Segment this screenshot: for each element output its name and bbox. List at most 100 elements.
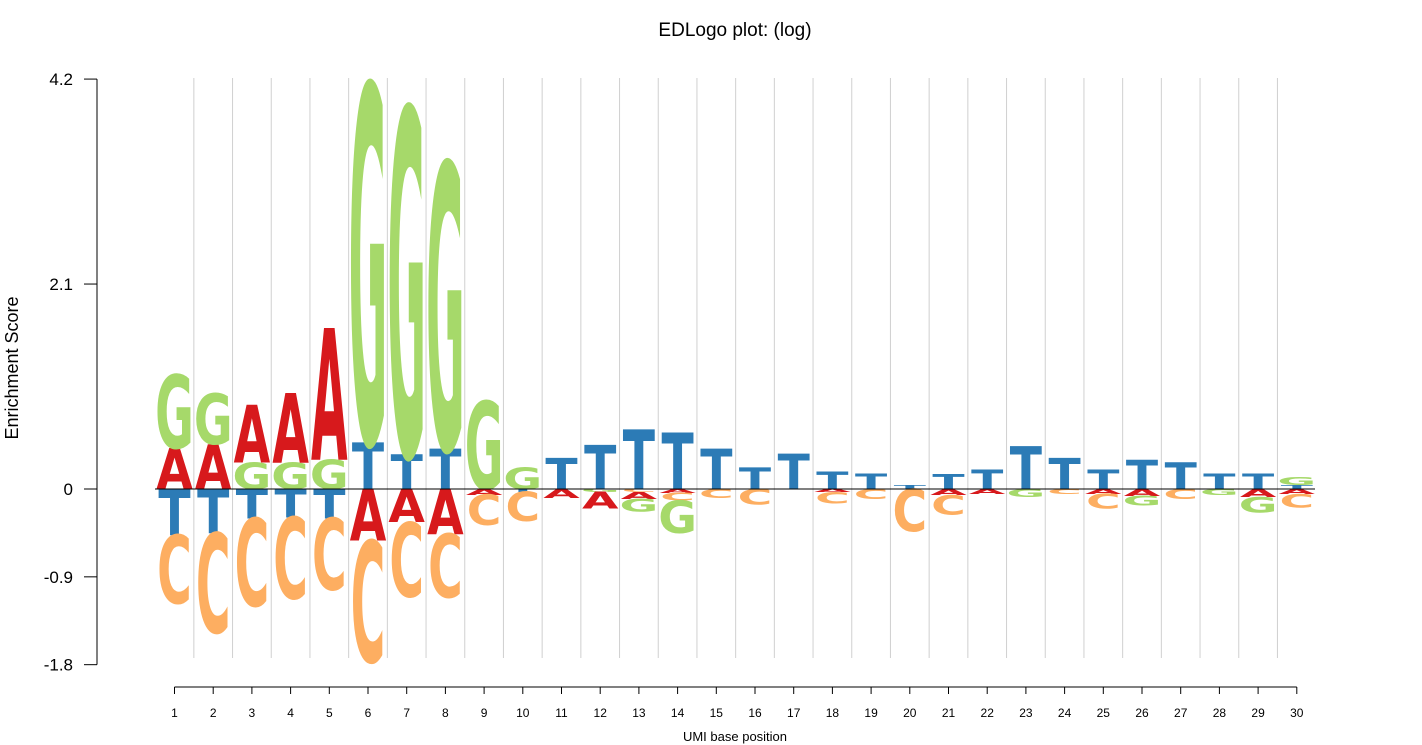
grid-lines [193, 78, 1278, 658]
logo-letter-g: G [1007, 487, 1046, 500]
x-tick-label: 25 [1097, 706, 1111, 720]
logo-letter-c: C [389, 501, 424, 620]
logo-letter-g: G [194, 381, 233, 462]
logo-letter-g: G [387, 14, 426, 567]
logo-letter-g: G [465, 377, 504, 518]
logo-letter-c: C [351, 508, 386, 701]
logo-letter-c: C [1047, 488, 1082, 496]
logo-letter-c: C [467, 488, 502, 536]
logo-letter-t: T [429, 439, 461, 503]
x-tick-label: 1 [171, 706, 178, 720]
logo-letter-t: T [661, 418, 693, 509]
logo-letter-c: C [196, 507, 231, 666]
logo-letter-a: A [234, 391, 271, 482]
logo-letter-g: G [426, 85, 465, 541]
x-tick-label: 7 [403, 706, 410, 720]
logo-letter-a: A [1085, 488, 1122, 496]
logo-letter-c: C [157, 517, 192, 626]
logo-letter-c: C [815, 489, 850, 508]
x-tick-label: 26 [1135, 706, 1149, 720]
logo-letter-c: C [892, 478, 927, 545]
logo-letter-a: A [969, 488, 1006, 496]
logo-letter-c: C [931, 490, 966, 521]
logo-letter-g: G [581, 488, 620, 493]
x-tick-label: 5 [326, 706, 333, 720]
logo-letter-c: C [235, 494, 270, 635]
logo-letter-c: C [1279, 491, 1314, 512]
y-axis: 4.2 2.1 0 -0.9 -1.8 [44, 70, 98, 675]
x-tick-label: 18 [826, 706, 840, 720]
logo-letter-a: A [1279, 488, 1316, 496]
logo-letter-a: A [543, 487, 580, 501]
logo-letter-t: T [507, 488, 539, 493]
logo-letter-a: A [582, 488, 619, 514]
chart-title: EDLogo plot: (log) [658, 20, 811, 41]
logo-letter-t: T [971, 465, 1003, 496]
logo-letter-g: G [1239, 493, 1278, 518]
logo-letter-g: G [310, 452, 349, 499]
logo-letter-g: G [155, 355, 194, 473]
logo-letter-a: A [466, 488, 504, 497]
y-tick-label: -0.9 [44, 568, 73, 587]
x-axis-label: UMI base position [683, 729, 787, 744]
y-tick-label: 2.1 [49, 275, 73, 294]
logo-letter-t: T [352, 431, 385, 505]
logo-letter-t: T [1203, 469, 1235, 494]
x-tick-label: 16 [748, 706, 762, 720]
logo-letter-a: A [311, 293, 348, 504]
logo-letter-t: T [1010, 434, 1043, 504]
logo-letter-g: G [1200, 488, 1239, 497]
logo-letter-c: C [1086, 490, 1121, 514]
logo-letter-a: A [1240, 487, 1277, 500]
x-tick-label: 13 [632, 706, 646, 720]
logo-letter-g: G [1277, 475, 1316, 488]
logo-letter-t: T [584, 433, 616, 503]
x-tick-label: 21 [942, 706, 956, 720]
logo-letter-t: T [1242, 469, 1274, 494]
logo-letter-a: A [350, 476, 387, 558]
x-tick-label: 8 [442, 706, 449, 720]
logo-letter-c: C [854, 487, 889, 502]
logo-letters: AGTCAGTCGATCGATCGATCTGACTGACTGACGACGTCTA… [155, 0, 1316, 701]
y-tick-label: 0 [64, 480, 73, 499]
x-tick-label: 14 [671, 706, 685, 720]
logo-letter-t: T [700, 439, 732, 503]
x-tick-label: 23 [1019, 706, 1033, 720]
logo-letter-a: A [930, 488, 968, 497]
logo-letter-g: G [233, 455, 272, 497]
x-axis: 1 2 3 4 5 6 7 8 9 10 11 12 13 14 15 16 17 18 19 20 21 22 23 24 2… [171, 686, 1304, 720]
logo-letter-t: T [816, 467, 849, 495]
logo-letter-c: C [660, 491, 695, 504]
logo-letter-c: C [428, 517, 463, 619]
x-tick-label: 10 [516, 706, 530, 720]
logo-letter-g: G [1123, 494, 1162, 509]
x-tick-label: 12 [594, 706, 608, 720]
x-tick-label: 29 [1251, 706, 1265, 720]
logo-letter-a: A [621, 490, 658, 501]
logo-letter-t: T [391, 446, 423, 501]
logo-letter-t: T [855, 469, 887, 494]
logo-letter-a: A [659, 488, 696, 494]
x-tick-label: 4 [287, 706, 294, 720]
logo-letter-t: T [1087, 465, 1119, 496]
logo-letter-a: A [195, 432, 232, 504]
x-tick-label: 2 [210, 706, 217, 720]
y-axis-label: Enrichment Score [2, 296, 22, 439]
logo-letter-g: G [271, 455, 310, 497]
logo-letter-a: A [272, 374, 309, 485]
y-tick-label: 4.2 [49, 70, 73, 89]
logo-letter-t: T [545, 449, 577, 499]
logo-letter-t: T [932, 470, 965, 494]
x-tick-label: 20 [903, 706, 917, 720]
x-tick-label: 24 [1058, 706, 1072, 720]
logo-letter-c: C [622, 488, 657, 493]
x-tick-label: 28 [1213, 706, 1227, 720]
logo-letter-a: A [1124, 487, 1161, 498]
logo-letter-c: C [699, 487, 734, 501]
logo-letter-c: C [273, 497, 308, 626]
logo-letter-a: A [156, 438, 193, 503]
logo-letter-t: T [1165, 455, 1198, 497]
logo-letter-c: C [1163, 487, 1198, 502]
logo-letter-g: G [620, 496, 659, 516]
